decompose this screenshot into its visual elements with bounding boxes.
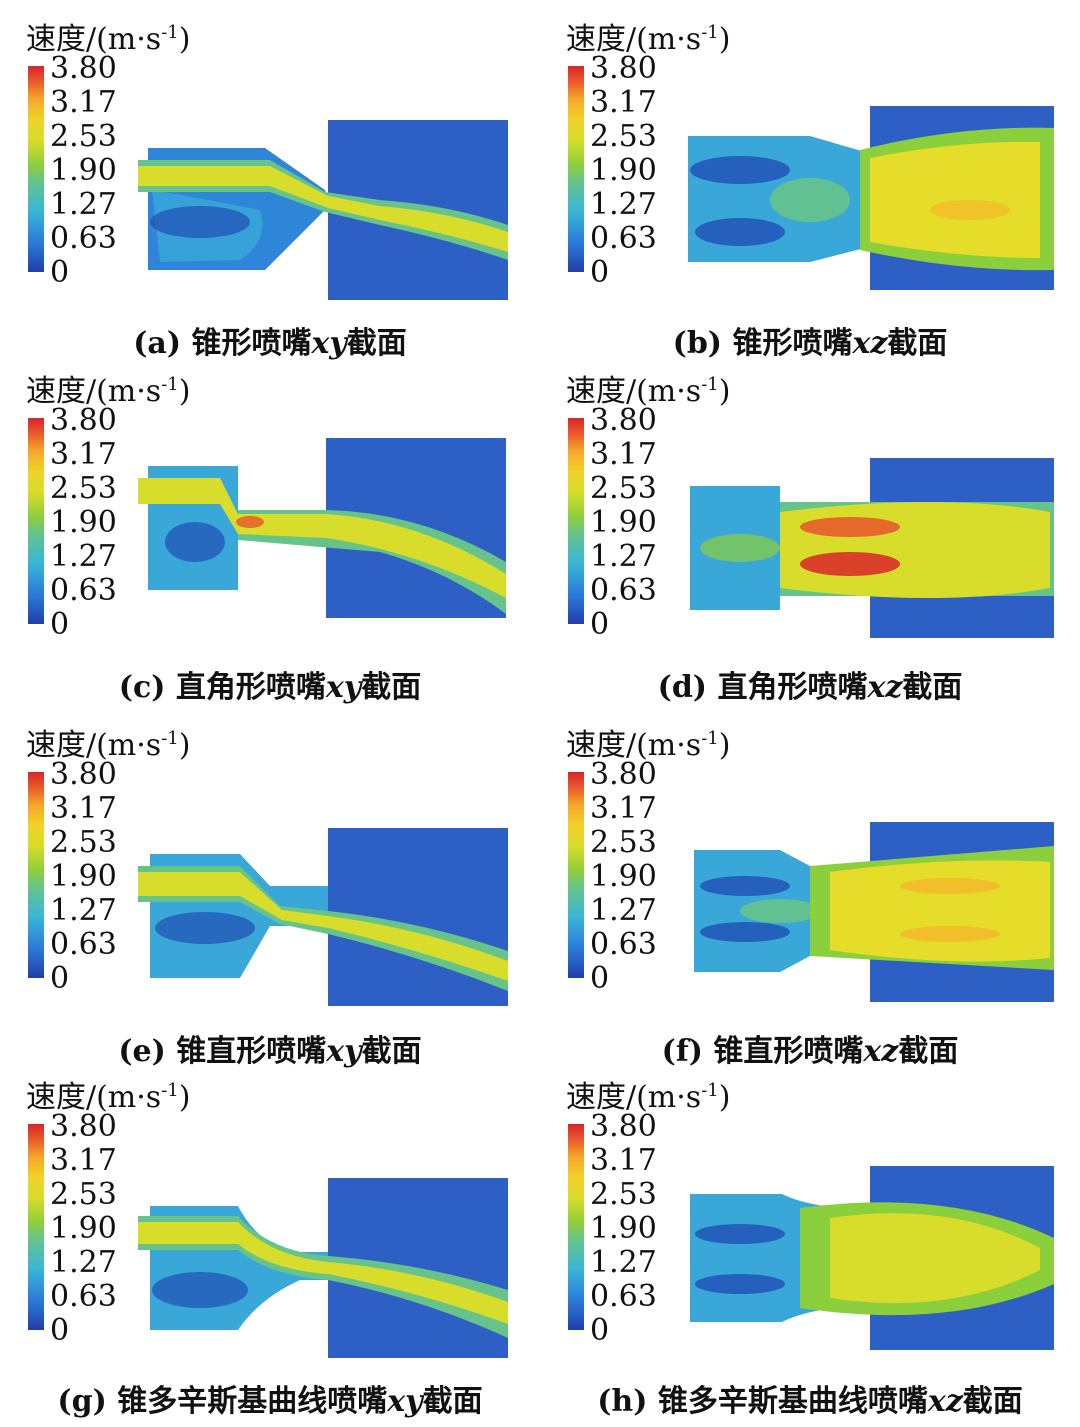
panel-g: 速度/(m·s-1) 3.80 3.17 2.53 1.90 1.27 0.63… [0,1058,540,1419]
caption-f: (f) 锥直形喷嘴xz截面 [661,1034,959,1069]
tick-label: 0 [50,1313,70,1348]
tick-label: 0 [50,255,70,290]
colorbar [28,66,44,272]
colorbar-unit: 速度/(m·s-1) [26,22,191,57]
panel-e: 速度/(m·s-1) 3.80 3.17 2.53 1.90 1.27 0.63… [0,706,540,1069]
tick-label: 1.27 [50,187,117,222]
tick-label: 0.63 [590,221,657,256]
tick-label: 0 [50,607,70,642]
velocity-contour-d [690,458,1054,638]
velocity-contour-h [690,1166,1054,1350]
colorbar [28,1124,44,1330]
tick-label: 2.53 [50,119,117,154]
tick-label: 3.17 [50,791,117,826]
tick-label: 2.53 [590,1177,657,1212]
tick-label: 3.80 [590,51,657,86]
tick-label: 1.90 [590,505,657,540]
tick-label: 0.63 [590,1279,657,1314]
panel-b: 速度/(m·s-1) 3.80 3.17 2.53 1.90 1.27 0.63… [540,0,1080,361]
tick-label: 3.17 [590,437,657,472]
panel-d: 速度/(m·s-1) 3.80 3.17 2.53 1.90 1.27 0.63… [540,352,1080,708]
tick-label: 1.27 [590,1245,657,1280]
colorbar [28,772,44,978]
tick-label: 0 [590,255,610,290]
caption-h: (h) 锥多辛斯基曲线喷嘴xz截面 [597,1384,1023,1419]
tick-label: 3.80 [50,757,117,792]
tick-label: 1.27 [50,1245,117,1280]
tick-label: 2.53 [590,825,657,860]
panel-c: 速度/(m·s-1) 3.80 3.17 2.53 1.90 1.27 0.63… [0,352,540,708]
caption-g: (g) 锥多辛斯基曲线喷嘴xy截面 [57,1384,483,1419]
tick-label: 3.17 [50,85,117,120]
tick-label: 0.63 [50,573,117,608]
tick-label: 0 [50,961,70,996]
tick-label: 1.90 [50,153,117,188]
tick-label: 2.53 [590,119,657,154]
panel-f: 速度/(m·s-1) 3.80 3.17 2.53 1.90 1.27 0.63… [540,706,1080,1069]
tick-label: 0.63 [50,1279,117,1314]
tick-label: 2.53 [50,471,117,506]
colorbar [568,1124,584,1330]
tick-label: 1.27 [590,893,657,928]
colorbar-unit: 速度/(m·s-1) [566,1080,731,1115]
velocity-contour-f [694,822,1054,1002]
colorbar-unit: 速度/(m·s-1) [26,728,191,763]
tick-label: 3.17 [50,437,117,472]
tick-label: 0.63 [50,927,117,962]
tick-label: 2.53 [50,1177,117,1212]
tick-label: 3.17 [50,1143,117,1178]
tick-label: 3.80 [50,51,117,86]
tick-label: 1.27 [50,893,117,928]
tick-label: 3.80 [590,757,657,792]
tick-label: 1.90 [50,859,117,894]
tick-label: 1.90 [50,1211,117,1246]
colorbar [28,418,44,624]
colorbar [568,418,584,624]
tick-label: 0.63 [590,927,657,962]
tick-label: 3.80 [50,403,117,438]
colorbar-unit: 速度/(m·s-1) [566,22,731,57]
velocity-contour-g [138,1178,508,1358]
tick-label: 1.27 [590,187,657,222]
tick-label: 0 [590,607,610,642]
velocity-contour-e [138,828,508,1006]
tick-label: 0 [590,1313,610,1348]
velocity-contour-c [138,438,506,618]
tick-label: 1.90 [590,153,657,188]
tick-label: 2.53 [590,471,657,506]
colorbar-unit: 速度/(m·s-1) [566,728,731,763]
velocity-contour-b [688,106,1054,290]
caption-e: (e) 锥直形喷嘴xy截面 [118,1034,422,1069]
tick-label: 0.63 [50,221,117,256]
tick-label: 0.63 [590,573,657,608]
colorbar-unit: 速度/(m·s-1) [26,1080,191,1115]
caption-d: (d) 直角形喷嘴xz截面 [657,670,963,705]
tick-label: 1.27 [590,539,657,574]
tick-label: 3.17 [590,1143,657,1178]
tick-label: 3.80 [50,1109,117,1144]
tick-label: 3.80 [590,403,657,438]
tick-label: 3.80 [590,1109,657,1144]
colorbar-unit: 速度/(m·s-1) [566,374,731,409]
tick-label: 3.17 [590,791,657,826]
colorbar-unit: 速度/(m·s-1) [26,374,191,409]
colorbar [568,772,584,978]
tick-label: 0 [590,961,610,996]
panel-h: 速度/(m·s-1) 3.80 3.17 2.53 1.90 1.27 0.63… [540,1058,1080,1419]
tick-label: 2.53 [50,825,117,860]
tick-label: 1.90 [590,859,657,894]
caption-c: (c) 直角形喷嘴xy截面 [118,670,422,705]
tick-label: 1.27 [50,539,117,574]
colorbar [568,66,584,272]
velocity-contour-a [138,120,508,300]
panel-a: 速度/(m·s-1) 3.80 3.17 2.53 1.90 1.27 0.63… [0,0,540,361]
caption-a: (a) 锥形喷嘴xy截面 [133,326,407,361]
tick-label: 3.17 [590,85,657,120]
tick-label: 1.90 [590,1211,657,1246]
tick-label: 1.90 [50,505,117,540]
caption-b: (b) 锥形喷嘴xz截面 [672,326,948,361]
